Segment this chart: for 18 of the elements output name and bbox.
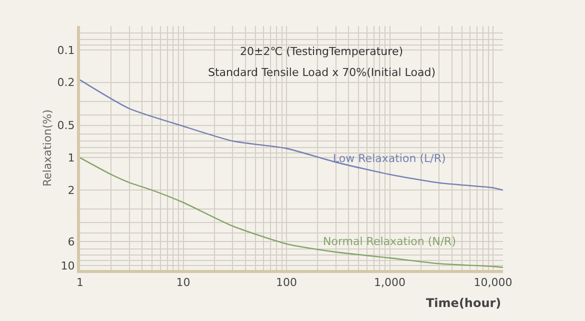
y-tick-label: 0.1	[57, 44, 75, 57]
y-tick-label: 10	[60, 259, 75, 272]
series-label: Normal Relaxation (N/R)	[323, 235, 456, 248]
y-tick-label: 2	[68, 184, 75, 198]
x-tick-label: 1	[76, 276, 84, 290]
annotation: 20±2℃ (TestingTemperature)	[240, 45, 403, 58]
y-tick-label: 0.2	[57, 76, 75, 90]
x-tick-label: 1,000	[374, 276, 406, 290]
y-tick-label: 1	[68, 152, 75, 165]
y-tick-label: 0.5	[57, 119, 75, 132]
series-label: Low Relaxation (L/R)	[333, 152, 446, 165]
annotation: Standard Tensile Load x 70%(Initial Load)	[208, 66, 436, 79]
y-tick-label: 6	[68, 235, 75, 248]
x-axis-title: Time(hour)	[426, 296, 502, 310]
y-axis-title: Relaxation(%)	[40, 109, 54, 187]
x-tick-label: 100	[276, 276, 297, 290]
x-tick-label: 10,000	[474, 276, 512, 290]
x-tick-label: 10	[176, 276, 190, 290]
